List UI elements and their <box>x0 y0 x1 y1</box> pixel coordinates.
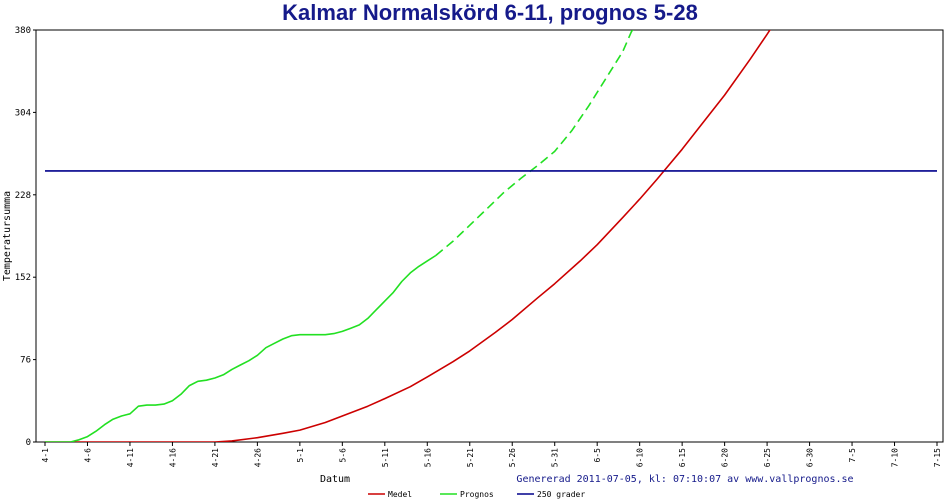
x-tick-label: 6-20 <box>721 448 730 467</box>
y-tick-label: 228 <box>15 191 31 201</box>
y-tick-label: 380 <box>15 26 31 36</box>
footer-credit: Genererad 2011-07-05, kl: 07:10:07 av ww… <box>516 474 853 485</box>
legend: Medel Prognos 250 grader <box>368 490 585 499</box>
y-tick-label: 304 <box>15 108 31 118</box>
series-group <box>45 30 937 442</box>
x-tick-label: 5-16 <box>423 448 432 467</box>
plot-frame <box>35 29 944 443</box>
x-tick-label: 4-26 <box>253 448 262 467</box>
x-axis-label: Datum <box>320 474 350 485</box>
x-tick-label: 5-6 <box>338 448 347 463</box>
x-tick-label: 6-30 <box>806 448 815 467</box>
x-tick-label: 6-15 <box>678 448 687 467</box>
chart-title: Kalmar Normalskörd 6-11, prognos 5-28 <box>282 0 698 25</box>
legend-label-2: 250 grader <box>537 490 585 499</box>
x-axis: 4-1 4-6 4-11 4-16 4-21 4-26 5-1 5-6 5-11 5-16 5-21… <box>41 442 942 467</box>
x-tick-label: 6-25 <box>763 448 772 467</box>
y-tick-label: 152 <box>15 273 31 283</box>
x-tick-label: 5-11 <box>381 448 390 467</box>
x-tick-label: 4-6 <box>83 448 92 463</box>
x-tick-label: 7-15 <box>933 448 942 467</box>
x-tick-label: 5-31 <box>551 448 560 467</box>
x-tick-label: 4-1 <box>41 448 50 463</box>
series-line-prognos-1 <box>45 254 437 442</box>
series-line-prognos-2 <box>435 30 634 257</box>
x-tick-label: 5-21 <box>466 448 475 467</box>
x-tick-label: 4-16 <box>168 448 177 467</box>
y-axis-label: Temperatursumma <box>2 191 13 281</box>
x-tick-label: 6-10 <box>636 448 645 467</box>
series-line-medel-0 <box>45 30 771 442</box>
y-tick-label: 76 <box>20 356 31 366</box>
legend-label-1: Prognos <box>460 490 494 499</box>
x-tick-label: 4-11 <box>126 448 135 467</box>
x-tick-label: 7-5 <box>848 448 857 463</box>
x-tick-label: 4-21 <box>211 448 220 467</box>
y-tick-label: 0 <box>26 438 31 448</box>
x-tick-label: 5-1 <box>296 448 305 463</box>
x-tick-label: 5-26 <box>508 448 517 467</box>
legend-label-0: Medel <box>388 490 412 499</box>
y-axis: 0 76 152 228 304 380 <box>15 26 36 448</box>
x-tick-label: 7-10 <box>891 448 900 467</box>
x-tick-label: 6-5 <box>593 448 602 463</box>
